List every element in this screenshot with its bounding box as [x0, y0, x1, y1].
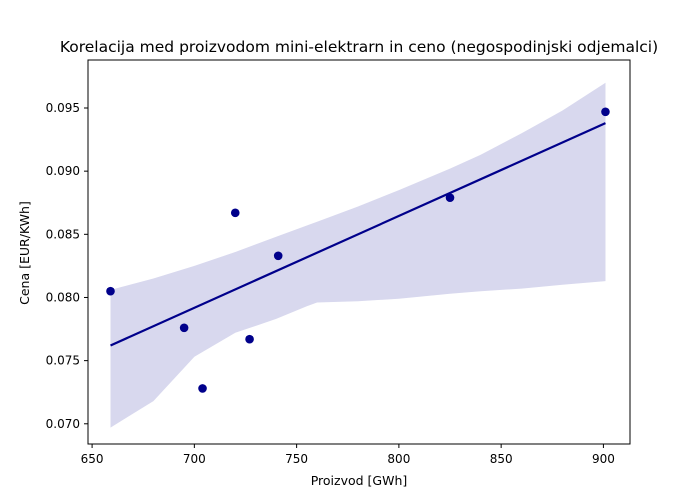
y-axis-label: Cena [EUR/KWh] [17, 201, 32, 305]
data-point [198, 384, 207, 393]
data-point [601, 107, 610, 117]
y-tick-label: 0.095 [46, 101, 80, 115]
y-tick-label: 0.075 [46, 354, 80, 368]
data-point [245, 334, 254, 344]
data-point [106, 286, 115, 296]
y-tick-label: 0.090 [46, 164, 80, 178]
data-point [179, 323, 189, 333]
x-tick-label: 750 [285, 452, 308, 466]
x-tick-label: 700 [183, 452, 206, 466]
y-tick-label: 0.080 [46, 290, 80, 304]
data-point [230, 208, 240, 218]
x-tick-label: 650 [81, 452, 104, 466]
x-axis-label: Proizvod [GWh] [311, 473, 408, 488]
chart-title: Korelacija med proizvodom mini-elektrarn… [60, 38, 658, 56]
plot-frame [87, 59, 631, 445]
data-point [445, 193, 455, 202]
regression-line [110, 122, 606, 347]
x-tick-label: 900 [592, 452, 615, 466]
plot-area: 650 700 750 800 850 900 0.070 0.075 0.080 0.085 0.… [46, 59, 631, 466]
x-tick-label: 800 [387, 452, 410, 466]
data-point [273, 251, 283, 261]
confidence-band [110, 82, 606, 428]
x-tick-label: 850 [490, 452, 513, 466]
y-tick-label: 0.070 [46, 417, 80, 431]
y-tick-label: 0.085 [46, 227, 80, 241]
